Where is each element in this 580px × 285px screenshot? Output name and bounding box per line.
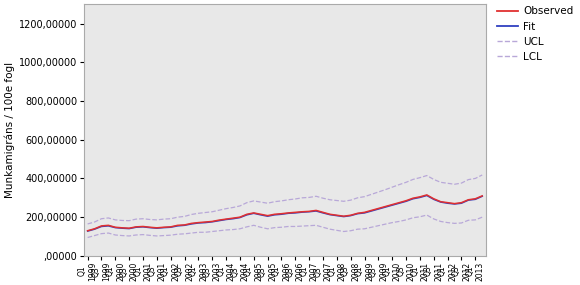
Fit — [478, 195, 485, 198]
UCL — [84, 222, 91, 226]
Observed — [181, 223, 188, 227]
Legend: Observed, Fit, UCL, LCL: Observed, Fit, UCL, LCL — [495, 4, 575, 64]
Fit — [465, 198, 472, 202]
LCL — [84, 236, 91, 239]
Observed — [174, 224, 181, 227]
UCL — [347, 198, 354, 202]
Observed — [84, 229, 91, 233]
Line: LCL: LCL — [88, 215, 482, 237]
Fit — [347, 214, 354, 217]
LCL — [478, 215, 485, 219]
UCL — [416, 176, 423, 179]
UCL — [375, 190, 382, 194]
Line: Observed: Observed — [88, 195, 482, 231]
LCL — [181, 232, 188, 235]
Observed — [347, 213, 354, 217]
LCL — [174, 233, 181, 236]
LCL — [465, 219, 472, 222]
LCL — [423, 213, 430, 217]
UCL — [465, 178, 472, 181]
LCL — [347, 229, 354, 233]
Fit — [174, 224, 181, 228]
Observed — [375, 207, 382, 210]
Line: Fit: Fit — [88, 196, 482, 231]
Fit — [416, 196, 423, 199]
Fit — [423, 194, 430, 197]
Fit — [84, 229, 91, 233]
Line: UCL: UCL — [88, 175, 482, 224]
Observed — [423, 193, 430, 197]
UCL — [478, 173, 485, 177]
Y-axis label: Munkamigráns / 100e fogl: Munkamigráns / 100e fogl — [4, 62, 15, 198]
UCL — [174, 215, 181, 219]
LCL — [416, 215, 423, 219]
Fit — [375, 207, 382, 211]
Observed — [416, 195, 423, 199]
Observed — [465, 198, 472, 201]
LCL — [375, 224, 382, 227]
Fit — [181, 224, 188, 227]
Observed — [478, 194, 485, 198]
UCL — [181, 215, 188, 218]
